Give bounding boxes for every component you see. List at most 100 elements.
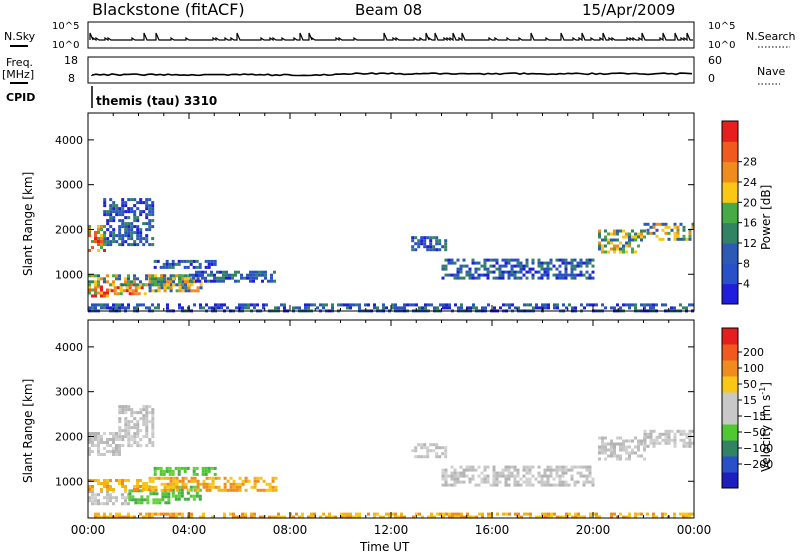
velocity-echo-cell (118, 411, 122, 415)
power-echo-cell (168, 262, 172, 266)
power-echo-cell (143, 292, 147, 296)
velocity-echo-cell (181, 512, 184, 516)
power-echo-cell (136, 237, 140, 241)
velocity-echo-cell (151, 512, 154, 516)
power-echo-cell (516, 261, 520, 265)
velocity-echo-cell (94, 499, 97, 503)
power-echo-cell (199, 283, 203, 287)
velocity-echo-cell (544, 515, 547, 519)
power-echo-cell (207, 259, 211, 263)
power-echo-cell (456, 267, 460, 271)
velocity-echo-cell (199, 515, 202, 519)
velocity-echo-cell (528, 471, 532, 475)
velocity-echo-cell (163, 482, 167, 486)
velocity-echo-cell (181, 515, 184, 519)
power-echo-cell (546, 270, 550, 274)
velocity-echo-cell (253, 515, 256, 519)
velocity-echo-cell (115, 499, 118, 503)
velocity-echo-cell (88, 479, 91, 482)
velocity-echo-cell (97, 502, 100, 506)
velocity-echo-cell (516, 474, 520, 478)
power-echo-cell (685, 237, 689, 241)
power-echo-cell (613, 238, 616, 242)
power-echo-cell (661, 222, 665, 226)
power-echo-cell (513, 270, 517, 274)
power-echo-cell (184, 289, 188, 293)
velocity-echo-cell (501, 468, 505, 472)
velocity-colorbar-label: Velocity [m s-1] (758, 382, 773, 472)
velocity-echo-cell (504, 483, 508, 487)
velocity-echo-cell (546, 477, 550, 481)
power-echo-cell (163, 277, 166, 281)
power-echo-cell (192, 259, 196, 263)
power-echo-cell (201, 273, 204, 277)
velocity-echo-cell (190, 479, 194, 483)
velocity-echo-cell (88, 432, 91, 435)
velocity-echo-cell (181, 485, 185, 489)
velocity-echo-cell (456, 471, 460, 475)
power-echo-cell (231, 273, 234, 277)
power-echo-cell (439, 303, 442, 307)
velocity-echo-cell (420, 455, 424, 459)
power-echo-cell (571, 306, 574, 310)
power-echo-cell (112, 240, 116, 244)
power-echo-cell (679, 222, 683, 226)
power-echo-cell (447, 273, 451, 277)
velocity-echo-cell (688, 429, 692, 433)
power-echo-cell (172, 274, 175, 278)
velocity-echo-cell (385, 512, 388, 516)
velocity-echo-cell (121, 502, 124, 506)
velocity-echo-cell (118, 453, 121, 456)
velocity-echo-cell (598, 451, 601, 455)
power-echo-cell (112, 283, 115, 287)
velocity-echo-cell (112, 438, 115, 441)
power-echo-cell (364, 303, 367, 307)
power-echo-cell (459, 264, 463, 268)
velocity-echo-cell (253, 485, 257, 489)
velocity-echo-cell (145, 515, 148, 519)
velocity-echo-cell (217, 485, 221, 489)
velocity-label-sup: -1 (758, 387, 767, 395)
velocity-echo-cell (118, 438, 121, 441)
power-echo-cell (121, 219, 125, 223)
velocity-echo-cell (414, 455, 418, 459)
power-echo-cell (91, 288, 94, 292)
power-echo-cell (148, 280, 152, 284)
velocity-echo-cell (100, 488, 103, 491)
velocity-echo-cell (91, 499, 94, 503)
velocity-echo-cell (346, 512, 349, 516)
power-echo-cell (504, 264, 508, 268)
power-echo-cell (543, 267, 547, 271)
velocity-echo-cell (604, 451, 607, 455)
power-echo-cell (109, 283, 112, 287)
velocity-echo-cell (481, 512, 484, 516)
velocity-echo-cell (537, 480, 541, 484)
velocity-echo-cell (610, 512, 613, 516)
power-echo-cell (561, 261, 565, 265)
power-echo-cell (153, 259, 157, 263)
velocity-echo-cell (177, 491, 181, 495)
velocity-echo-cell (549, 474, 553, 478)
velocity-echo-cell (238, 485, 242, 489)
velocity-echo-cell (253, 482, 257, 486)
velocity-echo-cell (259, 488, 263, 492)
velocity-echo-cell (271, 488, 275, 492)
power-echo-cell (531, 258, 535, 262)
velocity-echo-cell (625, 439, 628, 443)
power-echo-cell (192, 265, 196, 269)
velocity-echo-cell (136, 429, 140, 433)
power-echo-cell (570, 276, 574, 280)
power-echo-cell (177, 262, 181, 266)
velocity-echo-cell (124, 502, 127, 506)
velocity-echo-cell (571, 515, 574, 519)
velocity-echo-cell (109, 450, 112, 453)
velocity-echo-cell (133, 441, 137, 445)
velocity-echo-cell (118, 405, 122, 409)
power-echo-cell (130, 210, 134, 214)
power-echo-cell (137, 292, 141, 296)
velocity-echo-cell (160, 488, 164, 492)
velocity-echo-cell (124, 435, 128, 439)
power-echo-cell (670, 306, 673, 310)
power-echo-cell (252, 270, 255, 274)
